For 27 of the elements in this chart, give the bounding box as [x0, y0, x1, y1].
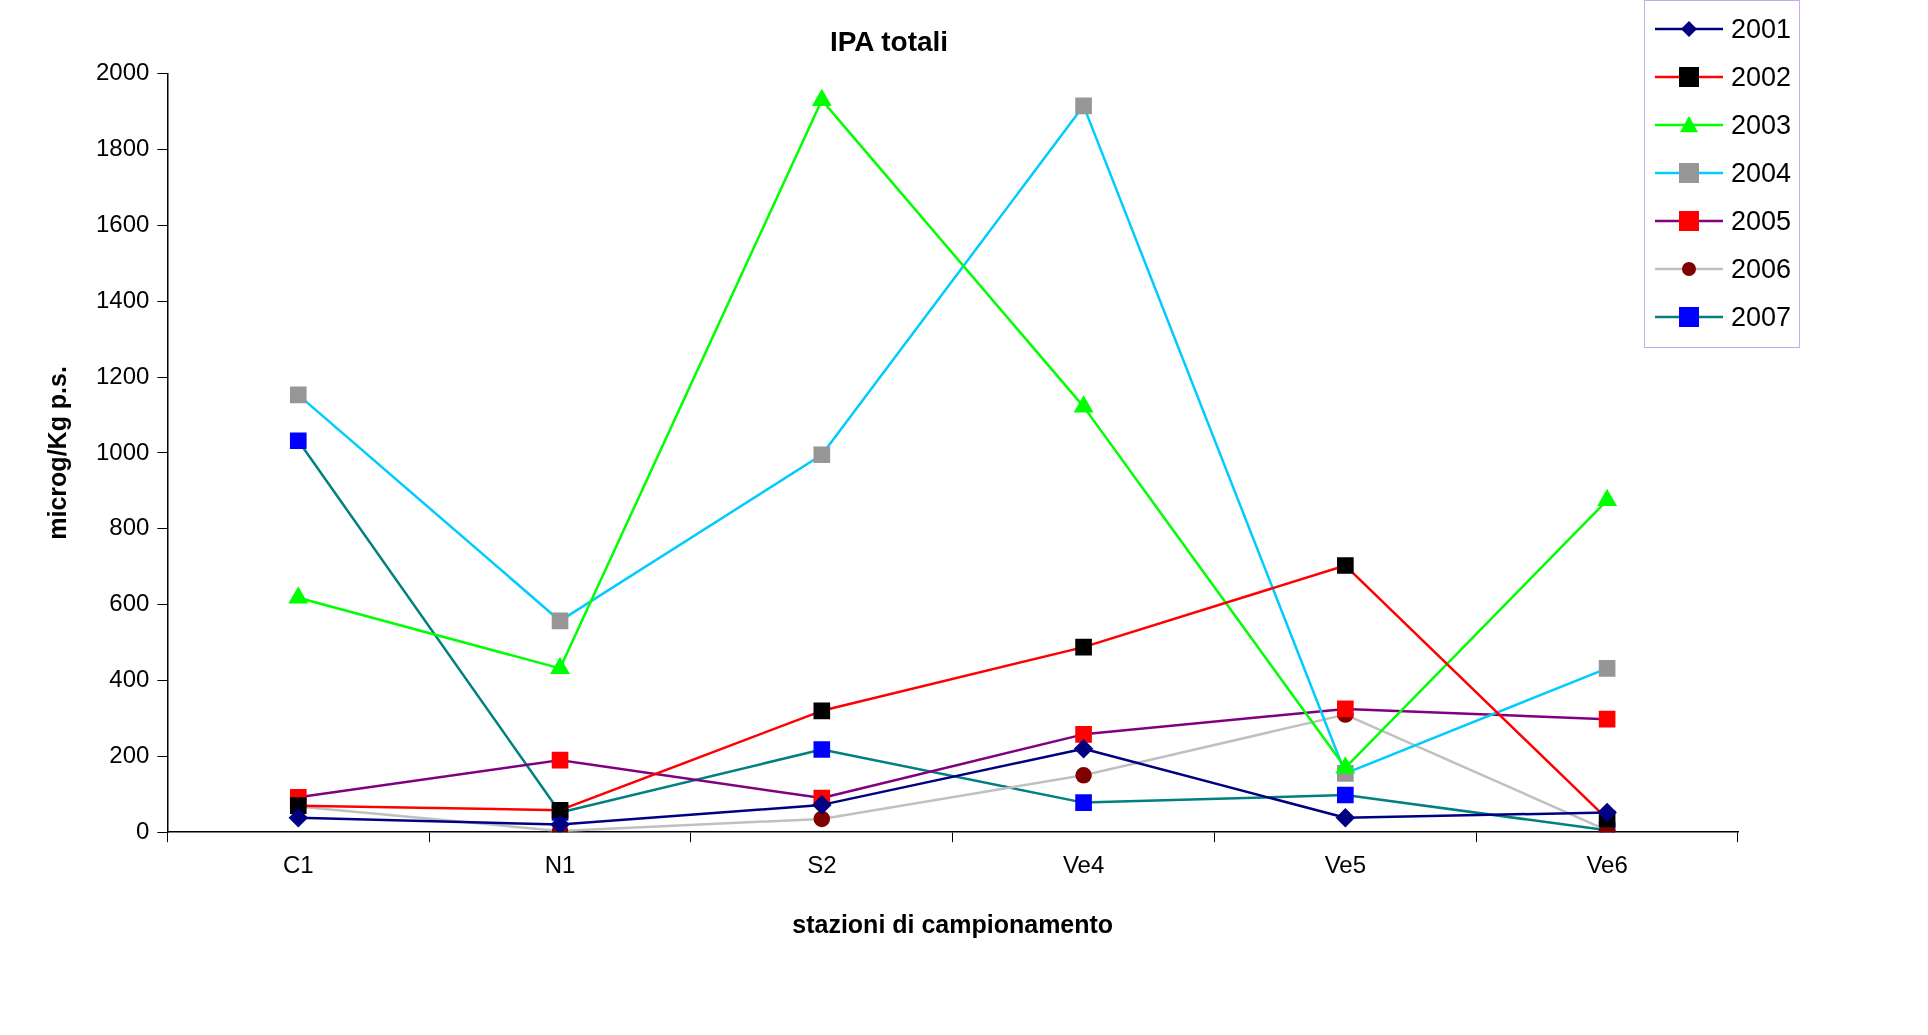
legend-label: 2004 [1730, 157, 1791, 189]
y-tick-label: 1200 [96, 361, 150, 389]
x-tick-label: Ve5 [1324, 851, 1367, 879]
legend-label: 2003 [1730, 109, 1791, 141]
y-tick-label: 0 [136, 816, 150, 844]
legend-label: 2001 [1730, 13, 1791, 45]
y-tick-label: 1000 [96, 437, 150, 465]
legend-label: 2007 [1730, 301, 1791, 333]
x-tick-label: Ve4 [1062, 851, 1105, 879]
legend-label: 2002 [1730, 61, 1791, 93]
y-tick-label: 2000 [96, 58, 150, 86]
x-axis-title: stazioni di campionamento [792, 909, 1114, 938]
legend-label: 2006 [1730, 253, 1791, 285]
y-tick-label: 1800 [96, 134, 150, 162]
x-tick-label: Ve6 [1586, 851, 1628, 879]
x-tick-label: C1 [282, 851, 314, 879]
chart-title: IPA totali [829, 25, 949, 57]
y-tick-label: 600 [109, 589, 150, 617]
y-tick-label: 1400 [96, 285, 150, 313]
x-tick-label: N1 [544, 851, 576, 879]
y-tick-label: 200 [109, 740, 150, 768]
y-tick-label: 1600 [96, 209, 150, 237]
x-tick-label: S2 [807, 851, 837, 879]
y-axis-title: microg/Kg p.s. [42, 366, 71, 540]
y-tick-label: 400 [109, 665, 150, 693]
legend-label: 2005 [1730, 205, 1791, 237]
y-tick-label: 800 [109, 513, 150, 541]
